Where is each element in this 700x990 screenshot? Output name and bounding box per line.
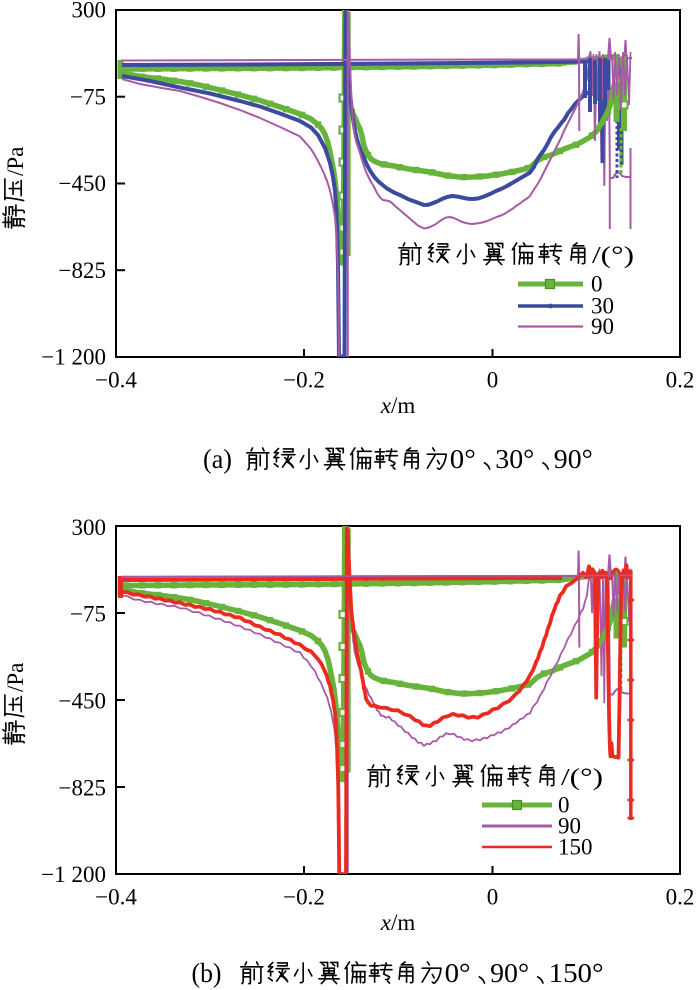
svg-text:150°: 150°: [549, 958, 604, 988]
svg-text:−450: −450: [59, 171, 106, 196]
svg-text:−75: −75: [70, 602, 106, 627]
svg-text:−825: −825: [59, 258, 106, 283]
svg-text:−450: −450: [59, 689, 106, 714]
svg-text:300: 300: [72, 0, 107, 23]
svg-text:30: 30: [591, 294, 614, 319]
svg-text:x/m: x/m: [380, 910, 416, 935]
svg-text:0: 0: [487, 368, 499, 393]
svg-text:/Pa: /Pa: [3, 147, 28, 176]
svg-text:−0.2: −0.2: [283, 885, 325, 910]
svg-text:−1 200: −1 200: [41, 862, 106, 887]
svg-text:−825: −825: [59, 776, 106, 801]
svg-text:−75: −75: [70, 84, 106, 109]
svg-text:90: 90: [558, 814, 581, 839]
svg-text:300: 300: [72, 515, 107, 540]
svg-text:90: 90: [591, 314, 614, 339]
svg-text:150: 150: [558, 835, 593, 860]
svg-text:0.2: 0.2: [666, 885, 695, 910]
svg-text:x/m: x/m: [380, 393, 416, 418]
svg-text:30°: 30°: [495, 444, 534, 474]
svg-text:−1 200: −1 200: [41, 345, 106, 370]
svg-text:0: 0: [487, 885, 499, 910]
svg-text:/(°): /(°): [561, 765, 603, 791]
svg-text:/Pa: /Pa: [3, 663, 28, 692]
svg-text:(a): (a): [203, 444, 232, 474]
svg-text:(b): (b): [192, 958, 222, 988]
svg-text:90°: 90°: [554, 444, 593, 474]
svg-text:90°: 90°: [490, 958, 529, 988]
svg-text:0°: 0°: [450, 444, 476, 474]
svg-text:/(°): /(°): [592, 243, 634, 269]
svg-text:−0.4: −0.4: [95, 368, 137, 393]
svg-text:−0.4: −0.4: [95, 885, 137, 910]
svg-text:0: 0: [558, 793, 570, 818]
svg-text:0.2: 0.2: [666, 368, 695, 393]
svg-text:0: 0: [591, 272, 603, 297]
svg-text:0°: 0°: [445, 958, 471, 988]
svg-text:−0.2: −0.2: [283, 368, 325, 393]
